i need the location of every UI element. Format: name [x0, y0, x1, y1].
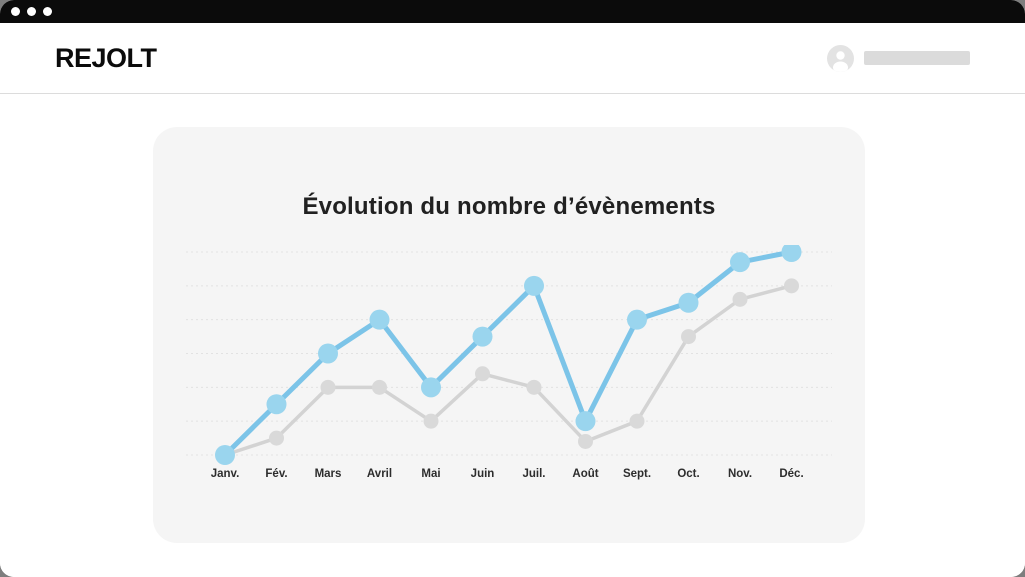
user-avatar-icon [833, 50, 848, 72]
x-axis-label-Déc.: Déc. [779, 468, 803, 480]
x-axis-label-Fév.: Fév. [265, 468, 287, 480]
data-point-series-1-Janv. [215, 445, 235, 465]
x-axis-label-Nov.: Nov. [728, 468, 752, 480]
x-axis-label-Mars: Mars [315, 468, 342, 480]
data-point-series-1-Fév. [266, 394, 287, 415]
data-point-series-1-Mai [421, 377, 441, 398]
x-axis-label-Mai: Mai [421, 468, 440, 480]
x-axis-label-Avril: Avril [367, 468, 392, 480]
x-axis-label-Août: Août [572, 468, 598, 480]
series-line-series-2 [223, 284, 794, 457]
data-point-series-2-Août [578, 433, 593, 449]
data-point-series-2-Sept. [629, 413, 645, 429]
data-point-series-1-Nov. [730, 252, 750, 273]
data-point-series-1-Oct. [678, 292, 699, 313]
series-line-series-1 [222, 249, 794, 458]
x-axis-label-Janv.: Janv. [211, 468, 240, 480]
data-point-series-2-Nov. [732, 291, 748, 307]
x-axis-label-Juin: Juin [471, 468, 495, 480]
data-point-series-1-Sept. [627, 309, 647, 330]
x-axis-label-Oct.: Oct. [677, 468, 699, 480]
window-control-dot-1[interactable] [11, 7, 20, 16]
app-header: REJOLT [0, 23, 1025, 94]
x-axis-label-Juil.: Juil. [522, 468, 545, 480]
window-control-dot-2[interactable] [27, 7, 36, 16]
header-right-group [827, 44, 970, 72]
data-point-series-2-Avril [372, 379, 387, 395]
line-chart: Janv. Fév. Mars Avril Mai Juin Juil. Août Sept. O… [186, 245, 832, 495]
data-point-series-2-Déc. [784, 278, 799, 294]
user-avatar[interactable] [827, 44, 854, 72]
window-control-dot-3[interactable] [43, 7, 52, 16]
username-placeholder [864, 51, 970, 65]
data-point-series-2-Mai [423, 413, 439, 429]
data-point-series-1-Août [575, 411, 596, 432]
chart-title: Évolution du nombre d’évènements [302, 193, 716, 220]
data-point-series-1-Juin [472, 326, 493, 347]
data-point-series-2-Juil. [526, 379, 542, 395]
data-point-series-1-Déc. [781, 245, 802, 262]
main-content: Évolution du nombre d’évènements Janv. Fé… [0, 95, 1025, 577]
data-point-series-1-Mars [318, 343, 338, 364]
brand-logo: REJOLT [55, 42, 157, 73]
data-point-series-1-Juil. [524, 275, 544, 296]
data-point-series-2-Mars [320, 379, 336, 395]
data-point-series-2-Fév. [269, 430, 284, 446]
chart-card: Évolution du nombre d’évènements Janv. Fé… [153, 127, 865, 543]
window-titlebar [0, 0, 1025, 23]
x-axis-label-Sept.: Sept. [623, 468, 651, 480]
data-point-series-1-Avril [369, 309, 390, 330]
data-point-series-2-Oct. [681, 329, 696, 345]
data-point-series-2-Juin [475, 366, 490, 382]
